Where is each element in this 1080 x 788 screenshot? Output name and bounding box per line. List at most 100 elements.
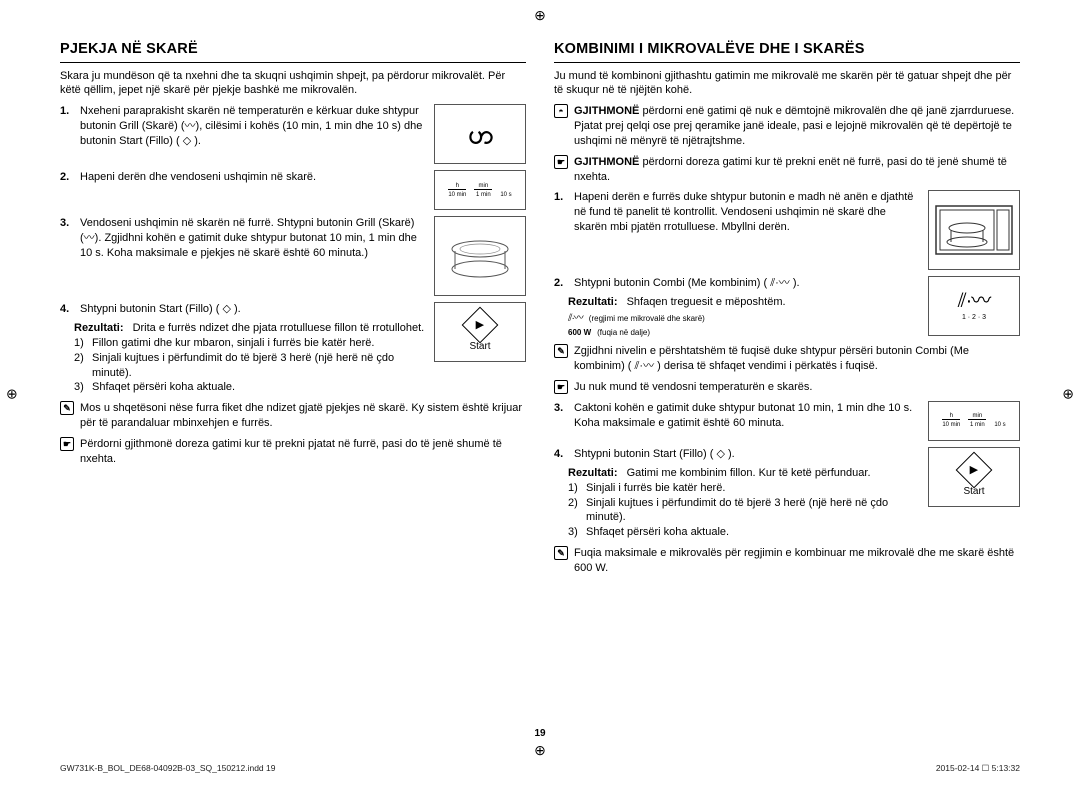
left-result-text: Drita e furrës ndizet dhe pjata rrotullu…: [133, 322, 425, 334]
right-bullet2: ☛ GJITHMONË përdorni doreza gatimi kur t…: [554, 155, 1020, 185]
start-button-figure: ▶ Start: [434, 302, 526, 362]
crop-mark-top: ⊕: [534, 6, 546, 25]
time-1m: 1 min: [970, 422, 985, 428]
left-heading: PJEKJA NË SKARË: [60, 40, 526, 63]
time-panel-figure-2: h10 min min1 min 10 s: [928, 401, 1020, 441]
crop-mark-right: ⊕: [1062, 385, 1074, 404]
time-10m: 10 min: [942, 422, 960, 428]
right-s2-result: Shfaqen treguesit e mëposhtëm.: [627, 296, 786, 308]
right-s2-note2: ☛ Ju nuk mund të vendosni temperaturën e…: [554, 380, 1020, 395]
right-s4-sub3: Shfaqet përsëri koha aktuale.: [586, 525, 729, 540]
right-step1-row: 1. Hapeni derën e furrës duke shtypur bu…: [554, 190, 1020, 270]
time-panel-figure: h10 min min1 min 10 s: [434, 170, 526, 210]
left-sub1: Fillon gatimi dhe kur mbaron, sinjali i …: [92, 336, 374, 351]
temp-icon: ☛: [554, 380, 568, 394]
power-text: (fuqia në dalje): [597, 328, 650, 339]
step-number: 2.: [60, 170, 74, 185]
step-number: 4.: [554, 447, 568, 462]
footer: GW731K-B_BOL_DE68-04092B-03_SQ_150212.in…: [60, 763, 1020, 774]
left-intro: Skara ju mundëson që ta nxehni dhe ta sk…: [60, 69, 526, 99]
left-sub3: Shfaqet përsëri koha aktuale.: [92, 380, 235, 395]
time-10s: 10 s: [500, 192, 511, 198]
mode-text: (regjimi me mikrovalë dhe skarë): [589, 314, 705, 325]
left-step2: Hapeni derën dhe vendoseni ushqimin në s…: [80, 170, 426, 185]
subnum: 2): [74, 351, 88, 381]
rack-figure: [434, 216, 526, 296]
left-sub2: Sinjali kujtues i përfundimit do të bjer…: [92, 351, 426, 381]
result-label: Rezultati:: [74, 322, 124, 334]
start-button-figure-2: ▶ Start: [928, 447, 1020, 507]
power-value: 600 W: [568, 328, 591, 339]
right-step3-row: 3. Caktoni kohën e gatimit duke shtypur …: [554, 401, 1020, 441]
b2-lead: GJITHMONË: [574, 156, 639, 168]
glove-icon: ☛: [554, 155, 568, 169]
crop-mark-bottom: ⊕: [534, 741, 546, 760]
right-heading: KOMBINIMI I MIKROVALËVE DHE I SKARËS: [554, 40, 1020, 63]
left-step1-row: 1. Nxeheni paraprakisht skarën në temper…: [60, 104, 526, 164]
grill-icon-figure: ဟ: [434, 104, 526, 164]
combi-glyph: ⫽·〰: [568, 312, 583, 326]
left-note1-text: Mos u shqetësoni nëse furra fiket dhe nd…: [80, 401, 526, 431]
right-s4-sub1: Sinjali i furrës bie katër herë.: [586, 481, 725, 496]
right-s4-result: Gatimi me kombinim fillon. Kur të ketë p…: [627, 467, 871, 479]
right-s2-note1-text: Zgjidhni nivelin e përshtatshëm të fuqis…: [574, 344, 1020, 374]
right-s4-lead: Shtypni butonin Start (Fillo) ( ◇ ).: [574, 447, 920, 462]
left-note2-text: Përdorni gjithmonë doreza gatimi kur të …: [80, 437, 526, 467]
glove-icon: ☛: [60, 437, 74, 451]
info-icon: ✎: [554, 546, 568, 560]
time-10s: 10 s: [994, 422, 1005, 428]
left-step1: Nxeheni paraprakisht skarën në temperatu…: [80, 104, 426, 149]
left-step2-row: 2. Hapeni derën dhe vendoseni ushqimin n…: [60, 170, 526, 210]
right-s2-note1: ✎ Zgjidhni nivelin e përshtatshëm të fuq…: [554, 344, 1020, 374]
subnum: 3): [74, 380, 88, 395]
b1-text: përdorni enë gatimi që nuk e dëmtojnë mi…: [574, 105, 1014, 147]
step-number: 1.: [60, 104, 74, 149]
right-s2: Shtypni butonin Combi (Me kombinim) ( ⫽·…: [574, 276, 920, 291]
subnum: 3): [568, 525, 582, 540]
combi-sub: 1 · 2 · 3: [962, 314, 986, 321]
step-number: 4.: [60, 302, 74, 317]
right-s1: Hapeni derën e furrës duke shtypur buton…: [574, 190, 920, 235]
right-step2-row: 2. Shtypni butonin Combi (Me kombinim) (…: [554, 276, 1020, 338]
right-s2-note2-text: Ju nuk mund të vendosni temperaturën e s…: [574, 380, 812, 395]
dish-icon: ◓: [554, 104, 568, 118]
start-label: Start: [469, 342, 490, 352]
time-1m: 1 min: [476, 192, 491, 198]
right-intro: Ju mund të kombinoni gjithashtu gatimin …: [554, 69, 1020, 99]
info-icon: ✎: [60, 401, 74, 415]
crop-mark-left: ⊕: [6, 385, 18, 404]
wave-icon: ဟ: [468, 121, 491, 147]
right-s4-note: ✎ Fuqia maksimale e mikrovalës për regji…: [554, 546, 1020, 576]
left-note2: ☛ Përdorni gjithmonë doreza gatimi kur t…: [60, 437, 526, 467]
page-number: 19: [534, 727, 545, 741]
right-s4-sub2: Sinjali kujtues i përfundimit do të bjer…: [586, 496, 920, 526]
info-icon: ✎: [554, 344, 568, 358]
page-content: PJEKJA NË SKARË Skara ju mundëson që ta …: [0, 0, 1080, 612]
left-step4-row: 4. Shtypni butonin Start (Fillo) ( ◇ ). …: [60, 302, 526, 395]
combi-button-figure: ⫽·〰 1 · 2 · 3: [928, 276, 1020, 336]
subnum: 1): [568, 481, 582, 496]
step-number: 3.: [60, 216, 74, 261]
right-s4-note-text: Fuqia maksimale e mikrovalës për regjimi…: [574, 546, 1020, 576]
b1-lead: GJITHMONË: [574, 105, 639, 117]
right-column: KOMBINIMI I MIKROVALËVE DHE I SKARËS Ju …: [554, 40, 1020, 582]
result-label: Rezultati:: [568, 467, 618, 479]
step-number: 2.: [554, 276, 568, 291]
footer-right: 2015-02-14 ☐ 5:13:32: [936, 763, 1020, 774]
microwave-figure: [928, 190, 1020, 270]
left-column: PJEKJA NË SKARË Skara ju mundëson që ta …: [60, 40, 526, 582]
combi-icon: ⫽·〰: [958, 291, 991, 311]
right-step4-row: 4. Shtypni butonin Start (Fillo) ( ◇ ). …: [554, 447, 1020, 540]
start-diamond-icon: ▶: [956, 452, 993, 489]
result-label: Rezultati:: [568, 296, 618, 308]
left-step3: Vendoseni ushqimin në skarën në furrë. S…: [80, 216, 426, 261]
step-number: 3.: [554, 401, 568, 431]
footer-left: GW731K-B_BOL_DE68-04092B-03_SQ_150212.in…: [60, 763, 275, 774]
subnum: 1): [74, 336, 88, 351]
left-step4-lead: Shtypni butonin Start (Fillo) ( ◇ ).: [80, 302, 426, 317]
time-10m: 10 min: [448, 192, 466, 198]
b2-text: përdorni doreza gatimi kur të prekni enë…: [574, 156, 1007, 183]
start-diamond-icon: ▶: [462, 307, 499, 344]
right-s3: Caktoni kohën e gatimit duke shtypur but…: [574, 401, 920, 431]
left-step3-row: 3. Vendoseni ushqimin në skarën në furrë…: [60, 216, 526, 296]
